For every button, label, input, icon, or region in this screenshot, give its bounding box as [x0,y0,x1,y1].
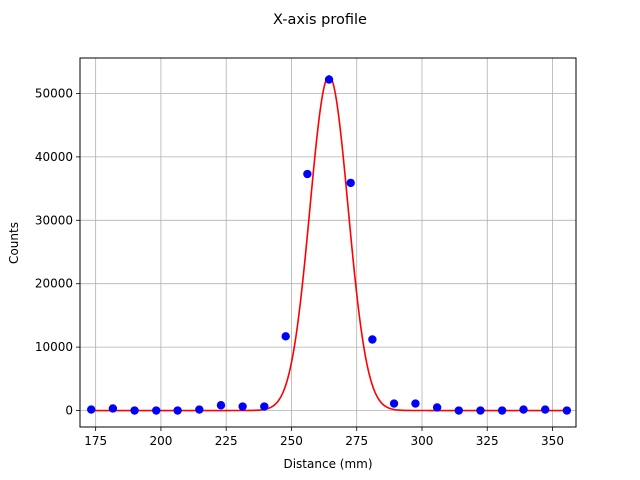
data-point [346,178,355,188]
x-axis-ticks: 175 200 225 250 275 300 325 350 [84,427,564,448]
chart-title: X-axis profile [273,12,367,28]
data-point [540,405,550,414]
data-point [368,335,377,344]
data-point [562,406,572,415]
y-tick-label: 0 [65,404,73,418]
data-point [454,406,463,415]
x-tick-label: 300 [411,434,434,448]
data-point [389,399,399,408]
data-point [432,403,442,412]
data-point [216,401,226,410]
y-tick-label: 20000 [35,277,73,291]
data-point [324,75,334,84]
y-tick-label: 50000 [35,87,73,101]
x-axis-label: Distance (mm) [283,457,372,471]
x-tick-label: 225 [215,434,238,448]
data-point [519,405,528,414]
data-point [497,406,507,415]
y-axis-ticks: 0 10000 20000 30000 40000 50000 [35,87,80,418]
y-tick-label: 30000 [35,213,73,227]
data-points-layer [87,75,572,415]
y-axis-label: Counts [7,222,21,264]
y-tick-label: 10000 [35,340,73,354]
data-point [303,169,312,179]
x-tick-label: 200 [149,434,172,448]
data-point [476,406,485,415]
data-point [238,402,247,411]
plot-frame [79,57,577,428]
x-tick-label: 325 [476,434,499,448]
data-point [195,405,204,414]
data-point [260,402,269,411]
y-tick-label: 40000 [35,150,73,164]
x-tick-label: 350 [541,434,564,448]
data-point [173,406,182,415]
data-point [87,405,96,414]
data-point [108,404,118,413]
data-point [130,406,139,415]
x-tick-label: 275 [345,434,368,448]
data-point [281,332,290,341]
x-tick-label: 250 [280,434,303,448]
data-point [152,406,161,415]
x-tick-label: 175 [84,434,107,448]
data-point [411,399,420,408]
